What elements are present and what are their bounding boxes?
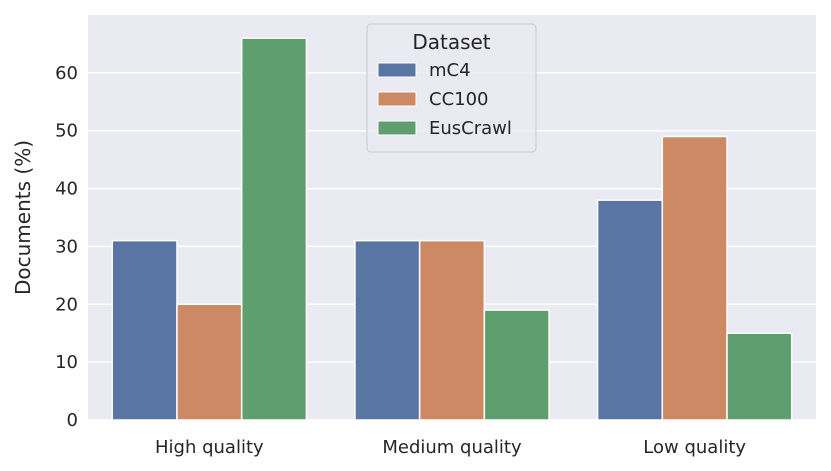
y-tick-label: 0	[67, 410, 78, 431]
x-tick-labels: High quality Medium quality Low quality	[155, 437, 746, 458]
legend-items: mC4 CC100 EusCrawl	[377, 60, 512, 139]
legend-title: Dataset	[412, 30, 490, 54]
bar-mc4-low-quality	[596, 199, 664, 421]
bar-cc100-medium-quality	[418, 239, 486, 421]
legend: Dataset mC4 CC100 EusCrawl	[366, 23, 537, 153]
bars	[111, 37, 793, 421]
legend-swatch	[377, 62, 417, 78]
x-tick-label: Low quality	[643, 437, 746, 458]
bar-cc100-high-quality	[176, 303, 243, 421]
y-tick-labels: 0 10 20 30 40 50 60	[55, 63, 78, 431]
legend-swatch	[377, 91, 417, 107]
x-tick-label: High quality	[155, 437, 264, 458]
bar-mc4-medium-quality	[354, 239, 421, 421]
y-tick-label: 50	[55, 121, 78, 142]
bar-euscrawl-high-quality	[240, 37, 308, 421]
y-tick-label: 40	[55, 179, 78, 200]
bar-euscrawl-medium-quality	[483, 309, 550, 421]
bar-mc4-high-quality	[111, 239, 178, 421]
y-tick-label: 60	[55, 63, 78, 84]
legend-label: mC4	[429, 60, 471, 81]
y-tick-label: 20	[55, 294, 78, 315]
legend-label: CC100	[429, 89, 489, 110]
x-tick-label: Medium quality	[382, 437, 522, 458]
bar-cc100-low-quality	[661, 135, 728, 421]
legend-swatch	[377, 120, 417, 136]
legend-label: EusCrawl	[429, 118, 512, 139]
y-tick-label: 30	[55, 236, 78, 257]
y-axis-title: Documents (%)	[11, 140, 35, 295]
y-tick-label: 10	[55, 352, 78, 373]
bar-euscrawl-low-quality	[726, 332, 793, 421]
legend-box	[366, 23, 537, 153]
